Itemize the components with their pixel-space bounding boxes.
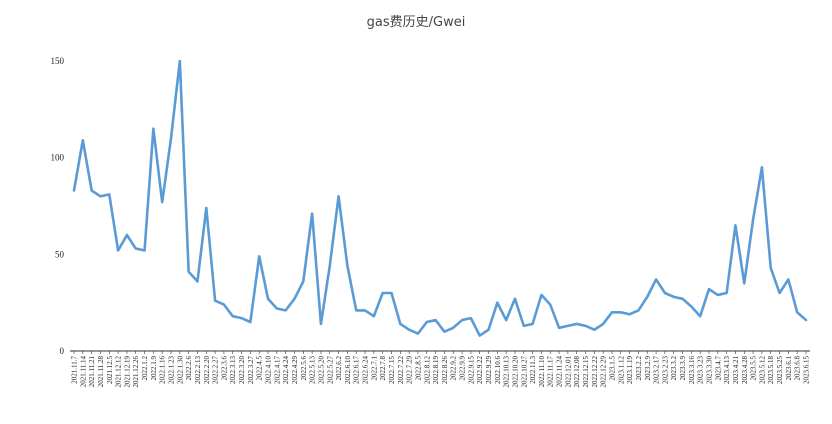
x-tick-label: 2022.4.24 — [282, 356, 290, 385]
x-tick-label: 2022.2.27 — [212, 356, 220, 385]
x-tick-label: 2022.7.29 — [406, 356, 414, 385]
x-tick-label: 2021.11.28 — [97, 356, 105, 388]
x-tick-label: 2023.2.2 — [635, 356, 643, 381]
x-tick-label: 2022.3.27 — [247, 356, 255, 385]
x-tick-label: 2022.9.15 — [467, 356, 475, 385]
x-tick-label: 2022.5.27 — [326, 356, 334, 385]
x-tick-label: 2022.1.16 — [159, 356, 167, 385]
x-tick-label: 2022.12.22 — [591, 356, 599, 388]
x-tick-label: 2023.5.18 — [767, 356, 775, 385]
x-tick-label: 2022.8.5 — [414, 356, 422, 381]
x-tick-label: 2022.2.13 — [194, 356, 202, 385]
y-tick-label: 150 — [51, 56, 65, 66]
y-tick-label: 0 — [60, 346, 65, 356]
x-tick-label: 2022.4.10 — [265, 356, 273, 385]
x-tick-label: 2022.8.19 — [432, 356, 440, 385]
x-tick-label: 2022.8.26 — [441, 356, 449, 385]
x-tick-label: 2022.7.22 — [397, 356, 405, 385]
x-tick-label: 2021.12.26 — [132, 356, 140, 388]
x-tick-label: 2022.6.17 — [353, 356, 361, 385]
x-tick-label: 2022.5.13 — [309, 356, 317, 385]
x-tick-label: 2021.11.7 — [71, 356, 79, 384]
x-tick-label: 2022.1.9 — [150, 356, 158, 381]
x-tick-label: 2022.9.2 — [450, 356, 458, 381]
x-tick-label: 2023.5.25 — [776, 356, 784, 385]
x-tick-labels: 2021.11.7 2021.11.14 2021.11.21 2021.11.28 2… — [71, 356, 811, 388]
chart-title: gas费历史/Gwei — [367, 15, 466, 30]
x-tick-label: 2022.2.20 — [203, 356, 211, 385]
x-tick-label: 2022.12.08 — [573, 356, 581, 388]
x-tick-label: 2022.1.2 — [141, 356, 149, 381]
x-tick-label: 2022.3.20 — [238, 356, 246, 385]
x-tick-label: 2021.11.14 — [79, 356, 87, 388]
x-tick-label: 2022.4.17 — [273, 356, 281, 385]
x-tick-label: 2023.6.15 — [803, 356, 811, 385]
x-tick-label: 2023.3.16 — [688, 356, 696, 385]
x-tick-label: 2022.7.1 — [370, 356, 378, 381]
x-tick-label: 2022.1.23 — [168, 356, 176, 385]
x-tick-label: 2022.5.6 — [300, 356, 308, 381]
x-tick-label: 2022.9.22 — [476, 356, 484, 385]
series-line-gas-fee — [72, 59, 808, 337]
x-tick-label: 2023.3.23 — [697, 356, 705, 385]
x-tick-label: 2023.2.9 — [644, 356, 652, 381]
x-tick-label: 2022.3.13 — [229, 356, 237, 385]
x-tick-label: 2023.6.1 — [785, 356, 793, 381]
x-tick-label: 2023.1.19 — [626, 356, 634, 385]
y-tick-label: 100 — [51, 153, 65, 163]
x-tick-label: 2023.3.2 — [670, 356, 678, 381]
x-tick-label: 2023.1.5 — [608, 356, 616, 381]
x-tick-label: 2022.4.5 — [256, 356, 264, 381]
x-tick-label: 2023.4.13 — [723, 356, 731, 385]
x-tick-label: 2021.11.21 — [88, 356, 96, 388]
x-tick-label: 2022.5.20 — [317, 356, 325, 385]
x-tick-label: 2022.6.24 — [362, 356, 370, 385]
x-tick-label: 2022.6.10 — [344, 356, 352, 385]
x-tick-label: 2023.2.23 — [661, 356, 669, 385]
x-tick-label: 2022.12.01 — [564, 356, 572, 388]
x-tick-label: 2022.2.6 — [185, 356, 193, 381]
x-tick-label: 2021.12.19 — [123, 356, 131, 388]
x-tick-label: 2023.4.7 — [714, 356, 722, 381]
x-tick-label: 2022.3.6 — [220, 356, 228, 381]
x-tick-label: 2023.3.9 — [679, 356, 687, 381]
y-tick-label: 50 — [55, 249, 65, 259]
x-tick-label: 2022.12.29 — [600, 356, 608, 388]
x-tick-label: 2022.8.12 — [423, 356, 431, 385]
x-tick-label: 2023.4.28 — [741, 356, 749, 385]
x-tick-label: 2023.3.30 — [705, 356, 713, 385]
x-tick-label: 2022.10.20 — [511, 356, 519, 388]
x-tick-label: 2022.7.15 — [388, 356, 396, 385]
x-tick-label: 2022.11.17 — [547, 356, 555, 388]
x-tick-label: 2022.11.24 — [556, 356, 564, 388]
x-tick-label: 2023.6.8 — [794, 356, 802, 381]
x-tick-label: 2021.12.12 — [115, 356, 123, 388]
x-tick-label: 2022.10.13 — [503, 356, 511, 388]
x-tick-label: 2022.9.9 — [459, 356, 467, 381]
x-tick-label: 2023.1.12 — [617, 356, 625, 385]
x-tick-label: 2023.2.17 — [653, 356, 661, 385]
x-tick-label: 2022.7.8 — [379, 356, 387, 381]
x-tick-label: 2022.11.3 — [529, 356, 537, 384]
x-tick-label: 2021.12.5 — [106, 356, 114, 385]
x-tick-label: 2023.4.21 — [732, 356, 740, 385]
x-tick-label: 2022.10.6 — [494, 356, 502, 385]
x-tick-label: 2023.5.5 — [750, 356, 758, 381]
y-tick-labels: 0 50 100 150 — [51, 56, 65, 356]
x-tick-label: 2022.10.27 — [520, 356, 528, 388]
x-tick-label: 2022.4.29 — [291, 356, 299, 385]
x-tick-label: 2022.12.15 — [582, 356, 590, 388]
x-tick-label: 2023.5.12 — [758, 356, 766, 385]
x-tick-label: 2022.9.29 — [485, 356, 493, 385]
x-tick-label: 2022.6.2 — [335, 356, 343, 381]
x-tick-marks — [73, 351, 807, 354]
x-tick-label: 2022.11.10 — [538, 356, 546, 388]
x-tick-label: 2022.1.30 — [176, 356, 184, 385]
